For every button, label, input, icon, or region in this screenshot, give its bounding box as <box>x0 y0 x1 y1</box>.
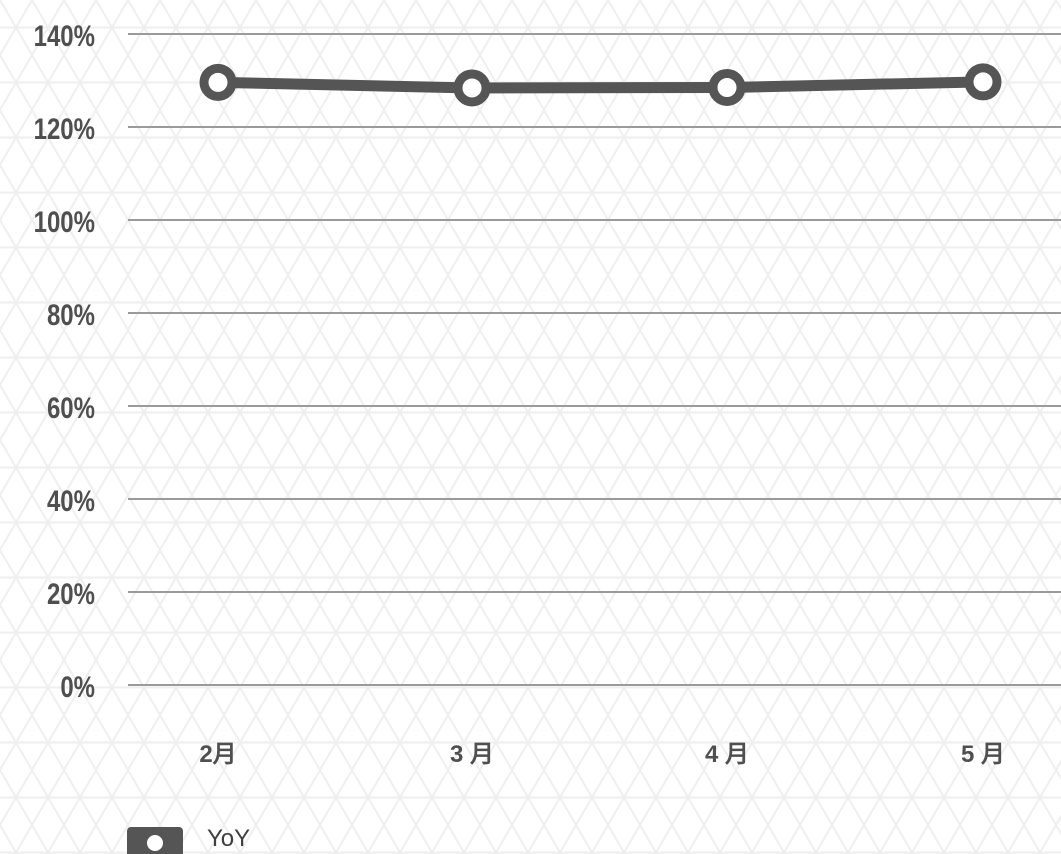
y-tick-label: 60% <box>47 390 95 424</box>
x-tick-label: 2月 <box>199 741 236 768</box>
y-tick-label: 140% <box>34 18 95 52</box>
data-point-marker <box>453 69 491 107</box>
y-tick-label: 100% <box>34 204 95 238</box>
y-tick-label: 80% <box>47 297 95 331</box>
data-point-marker <box>964 63 1002 101</box>
x-tick-label: 4 月 <box>705 741 749 768</box>
data-point-marker <box>199 63 237 101</box>
x-axis-tick-labels: 2月 3 月 4 月 5 月 <box>199 741 1005 768</box>
x-tick-label: 3 月 <box>450 741 494 768</box>
y-tick-label: 40% <box>47 483 95 517</box>
series-line <box>212 76 989 94</box>
y-tick-label: 20% <box>47 576 95 610</box>
legend-marker-center <box>147 835 163 851</box>
series-layer <box>199 63 1002 107</box>
y-tick-label: 120% <box>34 111 95 145</box>
data-point-marker <box>708 68 746 106</box>
legend-label: YoY <box>207 825 250 852</box>
grid-layer <box>128 33 1061 686</box>
y-axis-tick-labels: 0% 20% 40% 60% 80% 100% 120% 140% <box>34 18 95 703</box>
x-tick-label: 5 月 <box>961 741 1005 768</box>
y-tick-label: 0% <box>60 669 95 703</box>
legend: YoY <box>127 825 250 854</box>
